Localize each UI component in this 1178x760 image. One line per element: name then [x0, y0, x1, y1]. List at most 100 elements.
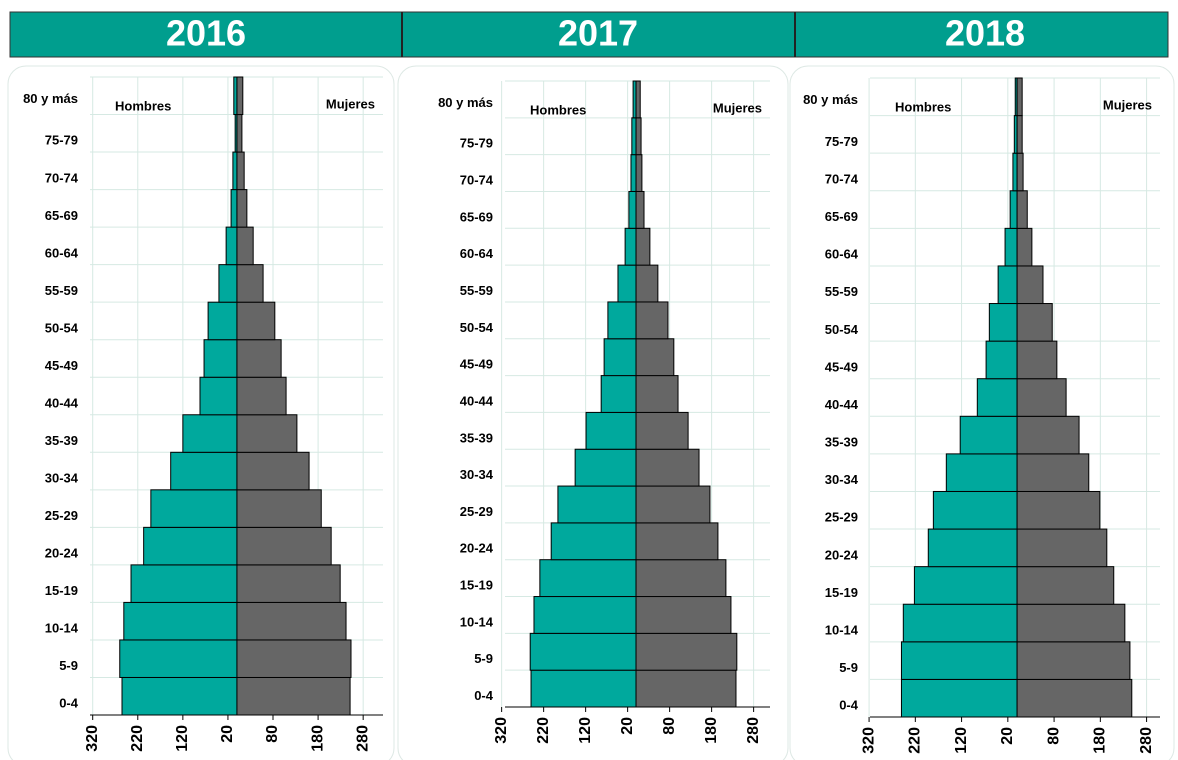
y-tick-label: 25-29 [460, 504, 493, 519]
y-tick-label: 50-54 [45, 320, 79, 335]
x-tick-label: 180 [309, 725, 326, 752]
y-tick-label: 50-54 [460, 320, 494, 335]
bar [635, 485, 711, 524]
bar [631, 117, 637, 156]
x-tick-label: 120 [953, 727, 970, 754]
bar [182, 414, 238, 453]
bar [236, 264, 264, 303]
bar [635, 632, 738, 671]
bar [1016, 265, 1044, 305]
bar [932, 490, 1018, 530]
bar [225, 226, 238, 266]
y-tick-label: 30-34 [45, 470, 79, 485]
y-tick-label: 30-34 [460, 467, 494, 482]
x-tick-label: 80 [661, 717, 678, 735]
bar [635, 448, 700, 487]
x-tick-label: 280 [1138, 727, 1155, 754]
bar [123, 601, 238, 641]
bar [913, 566, 1018, 605]
bar [1016, 566, 1115, 605]
y-tick-label: 0-4 [474, 688, 494, 703]
bar [236, 339, 282, 378]
x-tick-label: 220 [907, 727, 924, 754]
bar [985, 340, 1018, 380]
legend-label: Hombres [530, 102, 586, 117]
bar [150, 489, 238, 528]
bar [635, 596, 732, 634]
bar [218, 264, 238, 303]
y-tick-label: 75-79 [460, 136, 493, 151]
x-tick-label: 320 [84, 725, 101, 752]
y-tick-label: 75-79 [825, 134, 858, 149]
bar [1016, 115, 1023, 154]
bar [130, 564, 238, 603]
y-tick-label: 5-9 [59, 658, 78, 673]
bar [997, 265, 1018, 305]
bar [203, 339, 238, 378]
bar [585, 411, 637, 450]
bar [1004, 227, 1018, 267]
y-tick-label: 40-44 [460, 393, 494, 408]
bar [236, 601, 347, 641]
bar [624, 227, 637, 266]
bar [902, 603, 1018, 643]
bar [1016, 190, 1028, 229]
bar [1016, 152, 1024, 192]
bar [236, 526, 332, 566]
bar [557, 485, 637, 524]
y-tick-label: 70-74 [460, 172, 494, 187]
header-bar [9, 11, 1169, 58]
y-tick-label: 20-24 [460, 541, 494, 556]
y-tick-label: 0-4 [59, 696, 79, 711]
bar [635, 264, 659, 303]
y-tick-label: 20-24 [45, 546, 79, 561]
bar [236, 151, 245, 191]
bar [1016, 641, 1131, 680]
x-tick-label: 20 [999, 727, 1016, 745]
bar [533, 596, 637, 634]
bar [600, 375, 637, 413]
bar [635, 411, 689, 450]
bar [635, 80, 641, 119]
y-tick-label: 70-74 [825, 171, 859, 186]
y-tick-label: 70-74 [45, 170, 79, 185]
y-tick-label: 65-69 [45, 208, 78, 223]
y-tick-label: 55-59 [460, 283, 493, 298]
y-tick-label: 20-24 [825, 547, 859, 562]
x-tick-label: 320 [493, 717, 510, 744]
x-tick-label: 320 [860, 727, 877, 754]
legend-label: Mujeres [713, 100, 762, 115]
chart-title: 2016 [166, 13, 246, 54]
bar [1016, 340, 1058, 380]
bar [236, 451, 310, 491]
bar [1016, 227, 1033, 267]
x-tick-label: 20 [619, 717, 636, 735]
y-tick-label: 45-49 [460, 357, 493, 372]
x-tick-label: 280 [745, 717, 762, 744]
bar [530, 669, 637, 708]
bar [1016, 603, 1126, 643]
y-tick-label: 15-19 [460, 578, 493, 593]
panel-frame [397, 65, 789, 760]
bar [236, 639, 352, 678]
bar [927, 528, 1018, 568]
chart-title: 2018 [945, 13, 1025, 54]
x-tick-label: 220 [535, 717, 552, 744]
panel-frame [789, 65, 1175, 760]
y-tick-label: 35-39 [460, 430, 493, 445]
bar [236, 226, 254, 266]
y-tick-label: 80 y más [803, 92, 858, 107]
y-tick-label: 0-4 [839, 698, 859, 713]
x-tick-label: 180 [703, 717, 720, 744]
y-tick-label: 80 y más [23, 91, 78, 106]
y-tick-label: 55-59 [825, 284, 858, 299]
bar [1012, 152, 1018, 192]
y-tick-label: 45-49 [825, 359, 858, 374]
bar [232, 151, 238, 191]
bar [529, 632, 637, 671]
bar [236, 376, 287, 416]
y-tick-label: 40-44 [825, 397, 859, 412]
bar [1009, 190, 1018, 229]
y-tick-label: 10-14 [460, 614, 494, 629]
